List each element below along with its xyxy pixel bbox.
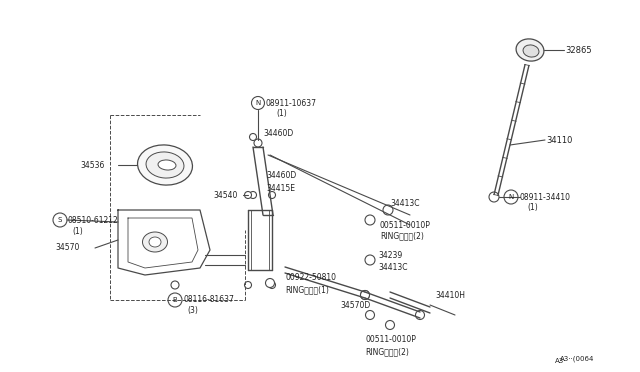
- Ellipse shape: [158, 160, 176, 170]
- Circle shape: [360, 291, 369, 299]
- Circle shape: [360, 291, 369, 299]
- Text: 34460D: 34460D: [266, 170, 296, 180]
- Circle shape: [171, 281, 179, 289]
- Circle shape: [250, 192, 257, 199]
- Text: 08116-81637: 08116-81637: [183, 295, 234, 305]
- Text: RINGリング(2): RINGリング(2): [380, 231, 424, 241]
- Circle shape: [266, 279, 275, 288]
- Circle shape: [269, 192, 275, 199]
- Circle shape: [53, 213, 67, 227]
- Circle shape: [252, 96, 264, 109]
- Ellipse shape: [149, 237, 161, 247]
- Text: 32865: 32865: [565, 45, 591, 55]
- Ellipse shape: [516, 39, 544, 61]
- Ellipse shape: [146, 152, 184, 178]
- Circle shape: [269, 282, 275, 289]
- Text: 34410H: 34410H: [435, 291, 465, 299]
- Circle shape: [504, 190, 518, 204]
- Text: 08510-61212: 08510-61212: [68, 215, 119, 224]
- Text: 08911-10637: 08911-10637: [265, 99, 316, 108]
- Text: 34413C: 34413C: [390, 199, 419, 208]
- Circle shape: [254, 139, 262, 147]
- Circle shape: [365, 255, 375, 265]
- Circle shape: [489, 192, 499, 202]
- Text: A3··(0064: A3··(0064: [560, 356, 595, 362]
- Ellipse shape: [523, 45, 539, 57]
- Text: 34536: 34536: [80, 160, 104, 170]
- Text: (1): (1): [527, 202, 538, 212]
- Text: 34570D: 34570D: [340, 301, 371, 310]
- Circle shape: [415, 311, 424, 320]
- Circle shape: [365, 215, 375, 225]
- Text: 34415E: 34415E: [266, 183, 295, 192]
- Text: 34570: 34570: [55, 244, 79, 253]
- Text: 34110: 34110: [546, 135, 572, 144]
- Text: B: B: [173, 297, 177, 303]
- Text: RINGリング(1): RINGリング(1): [285, 285, 329, 295]
- Circle shape: [365, 311, 374, 320]
- Text: RINGリング(2): RINGリング(2): [365, 347, 409, 356]
- Circle shape: [244, 192, 252, 199]
- Circle shape: [383, 205, 393, 215]
- Text: (1): (1): [276, 109, 287, 118]
- Text: 00922-50810: 00922-50810: [285, 273, 336, 282]
- Ellipse shape: [143, 232, 168, 252]
- Text: A3: A3: [555, 358, 564, 364]
- Circle shape: [250, 134, 257, 141]
- Text: (1): (1): [72, 227, 83, 235]
- Text: 34460D: 34460D: [263, 128, 293, 138]
- Text: 34413C: 34413C: [378, 263, 408, 272]
- Text: 34540: 34540: [213, 190, 237, 199]
- Text: N: N: [508, 194, 514, 200]
- Text: 08911-34410: 08911-34410: [519, 192, 570, 202]
- Text: 34239: 34239: [378, 250, 403, 260]
- Text: (3): (3): [187, 307, 198, 315]
- Text: 00511-0010P: 00511-0010P: [365, 336, 416, 344]
- Circle shape: [168, 293, 182, 307]
- Circle shape: [244, 282, 252, 289]
- Text: 00511-0010P: 00511-0010P: [380, 221, 431, 230]
- Text: N: N: [255, 100, 260, 106]
- Text: S: S: [58, 217, 62, 223]
- Circle shape: [385, 321, 394, 330]
- Ellipse shape: [138, 145, 193, 185]
